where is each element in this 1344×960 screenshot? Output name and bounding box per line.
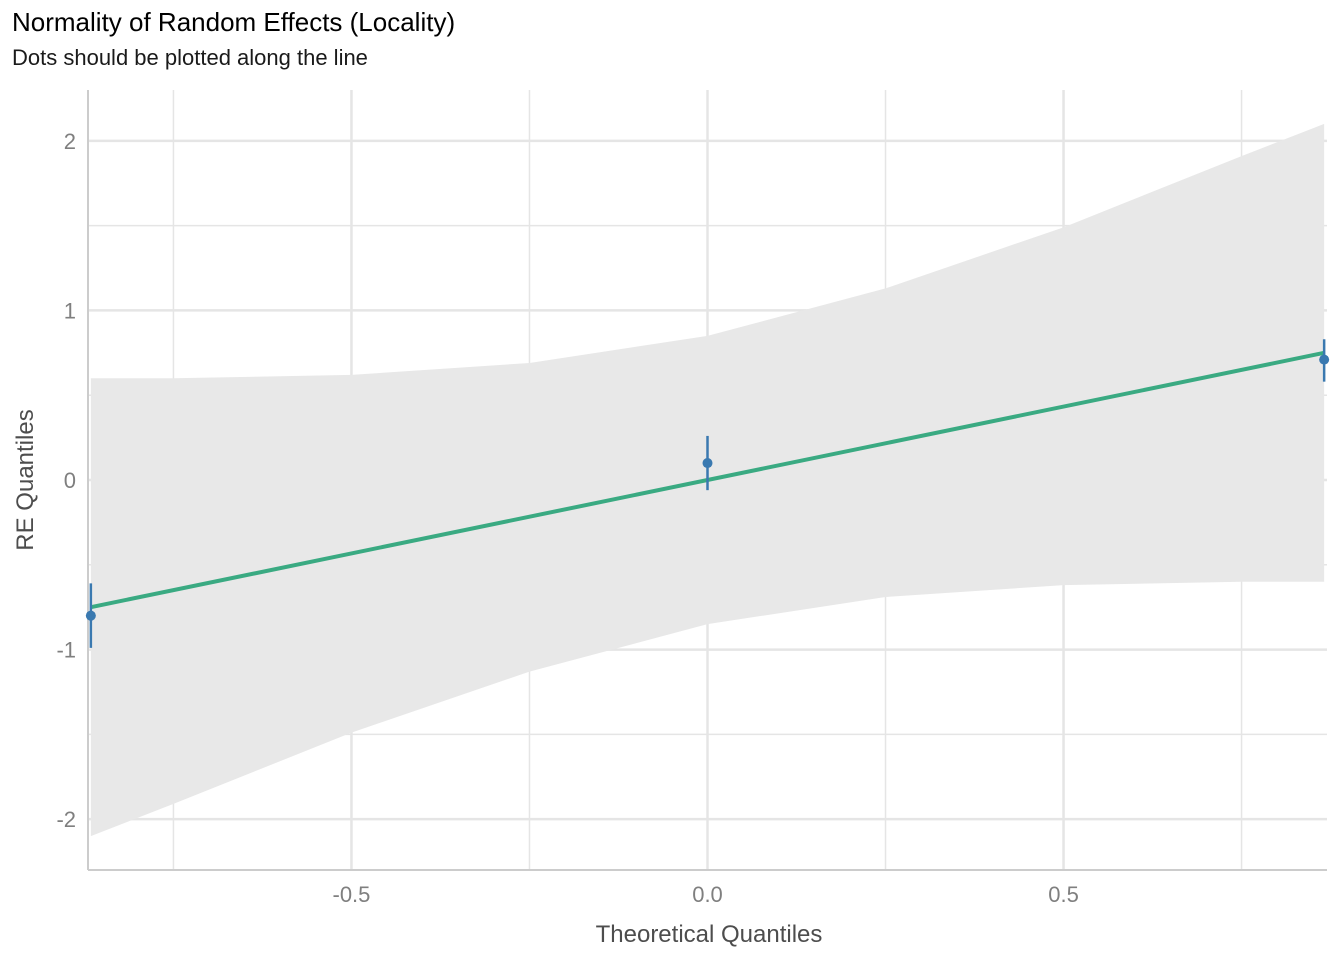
data-point [85,610,96,621]
x-tick-label: 0.0 [692,882,723,907]
chart-subtitle: Dots should be plotted along the line [12,45,368,70]
x-axis-title: Theoretical Quantiles [596,921,823,948]
y-axis-title: RE Quantiles [12,409,39,550]
y-tick-label: 1 [64,298,76,323]
tick-labels: -0.5 0.0 0.5 -2 -1 0 1 2 [56,129,1078,907]
points-layer [85,339,1330,648]
x-tick-label: -0.5 [333,882,371,907]
data-point [1319,354,1330,365]
axes [87,90,1327,871]
y-tick-label: -1 [56,638,76,663]
data-point [702,458,713,469]
y-tick-label: -2 [56,807,76,832]
y-tick-label: 2 [64,129,76,154]
chart-title: Normality of Random Effects (Locality) [12,7,456,37]
x-tick-label: 0.5 [1048,882,1079,907]
y-tick-label: 0 [64,468,76,493]
